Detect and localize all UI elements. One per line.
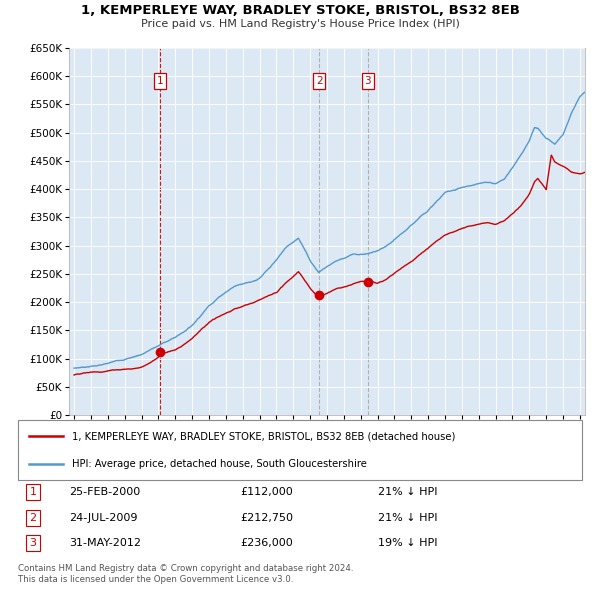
- Text: 3: 3: [364, 76, 371, 86]
- Text: £212,750: £212,750: [240, 513, 293, 523]
- Text: 25-FEB-2000: 25-FEB-2000: [69, 487, 140, 497]
- Text: £112,000: £112,000: [240, 487, 293, 497]
- Text: 1, KEMPERLEYE WAY, BRADLEY STOKE, BRISTOL, BS32 8EB: 1, KEMPERLEYE WAY, BRADLEY STOKE, BRISTO…: [80, 4, 520, 17]
- Text: 2: 2: [29, 513, 37, 523]
- Text: 1: 1: [29, 487, 37, 497]
- Text: 21% ↓ HPI: 21% ↓ HPI: [378, 513, 437, 523]
- Text: 1, KEMPERLEYE WAY, BRADLEY STOKE, BRISTOL, BS32 8EB (detached house): 1, KEMPERLEYE WAY, BRADLEY STOKE, BRISTO…: [71, 431, 455, 441]
- Text: This data is licensed under the Open Government Licence v3.0.: This data is licensed under the Open Gov…: [18, 575, 293, 584]
- Text: 24-JUL-2009: 24-JUL-2009: [69, 513, 137, 523]
- Text: £236,000: £236,000: [240, 538, 293, 548]
- Text: 3: 3: [29, 538, 37, 548]
- Text: 2: 2: [316, 76, 323, 86]
- Text: 19% ↓ HPI: 19% ↓ HPI: [378, 538, 437, 548]
- Text: Price paid vs. HM Land Registry's House Price Index (HPI): Price paid vs. HM Land Registry's House …: [140, 19, 460, 29]
- Text: 21% ↓ HPI: 21% ↓ HPI: [378, 487, 437, 497]
- Text: Contains HM Land Registry data © Crown copyright and database right 2024.: Contains HM Land Registry data © Crown c…: [18, 565, 353, 573]
- Text: 1: 1: [157, 76, 164, 86]
- Text: HPI: Average price, detached house, South Gloucestershire: HPI: Average price, detached house, Sout…: [71, 459, 367, 469]
- Text: 31-MAY-2012: 31-MAY-2012: [69, 538, 141, 548]
- FancyBboxPatch shape: [18, 420, 582, 480]
